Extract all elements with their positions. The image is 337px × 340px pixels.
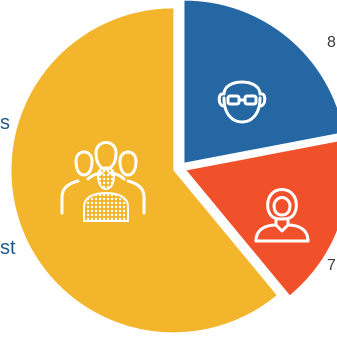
slice-value-label-1: 8 — [327, 34, 336, 51]
elderly-person-icon — [210, 64, 274, 128]
left-label-top: s — [0, 112, 10, 134]
slice-value-label-2: 7 — [327, 257, 336, 274]
group-icon — [58, 125, 148, 225]
left-label-bottom: st — [0, 237, 16, 259]
pie-slice-2 — [186, 141, 337, 296]
pie-slice-3 — [11, 8, 277, 333]
woman-icon — [250, 175, 314, 245]
pie-slice-1 — [184, 0, 337, 163]
